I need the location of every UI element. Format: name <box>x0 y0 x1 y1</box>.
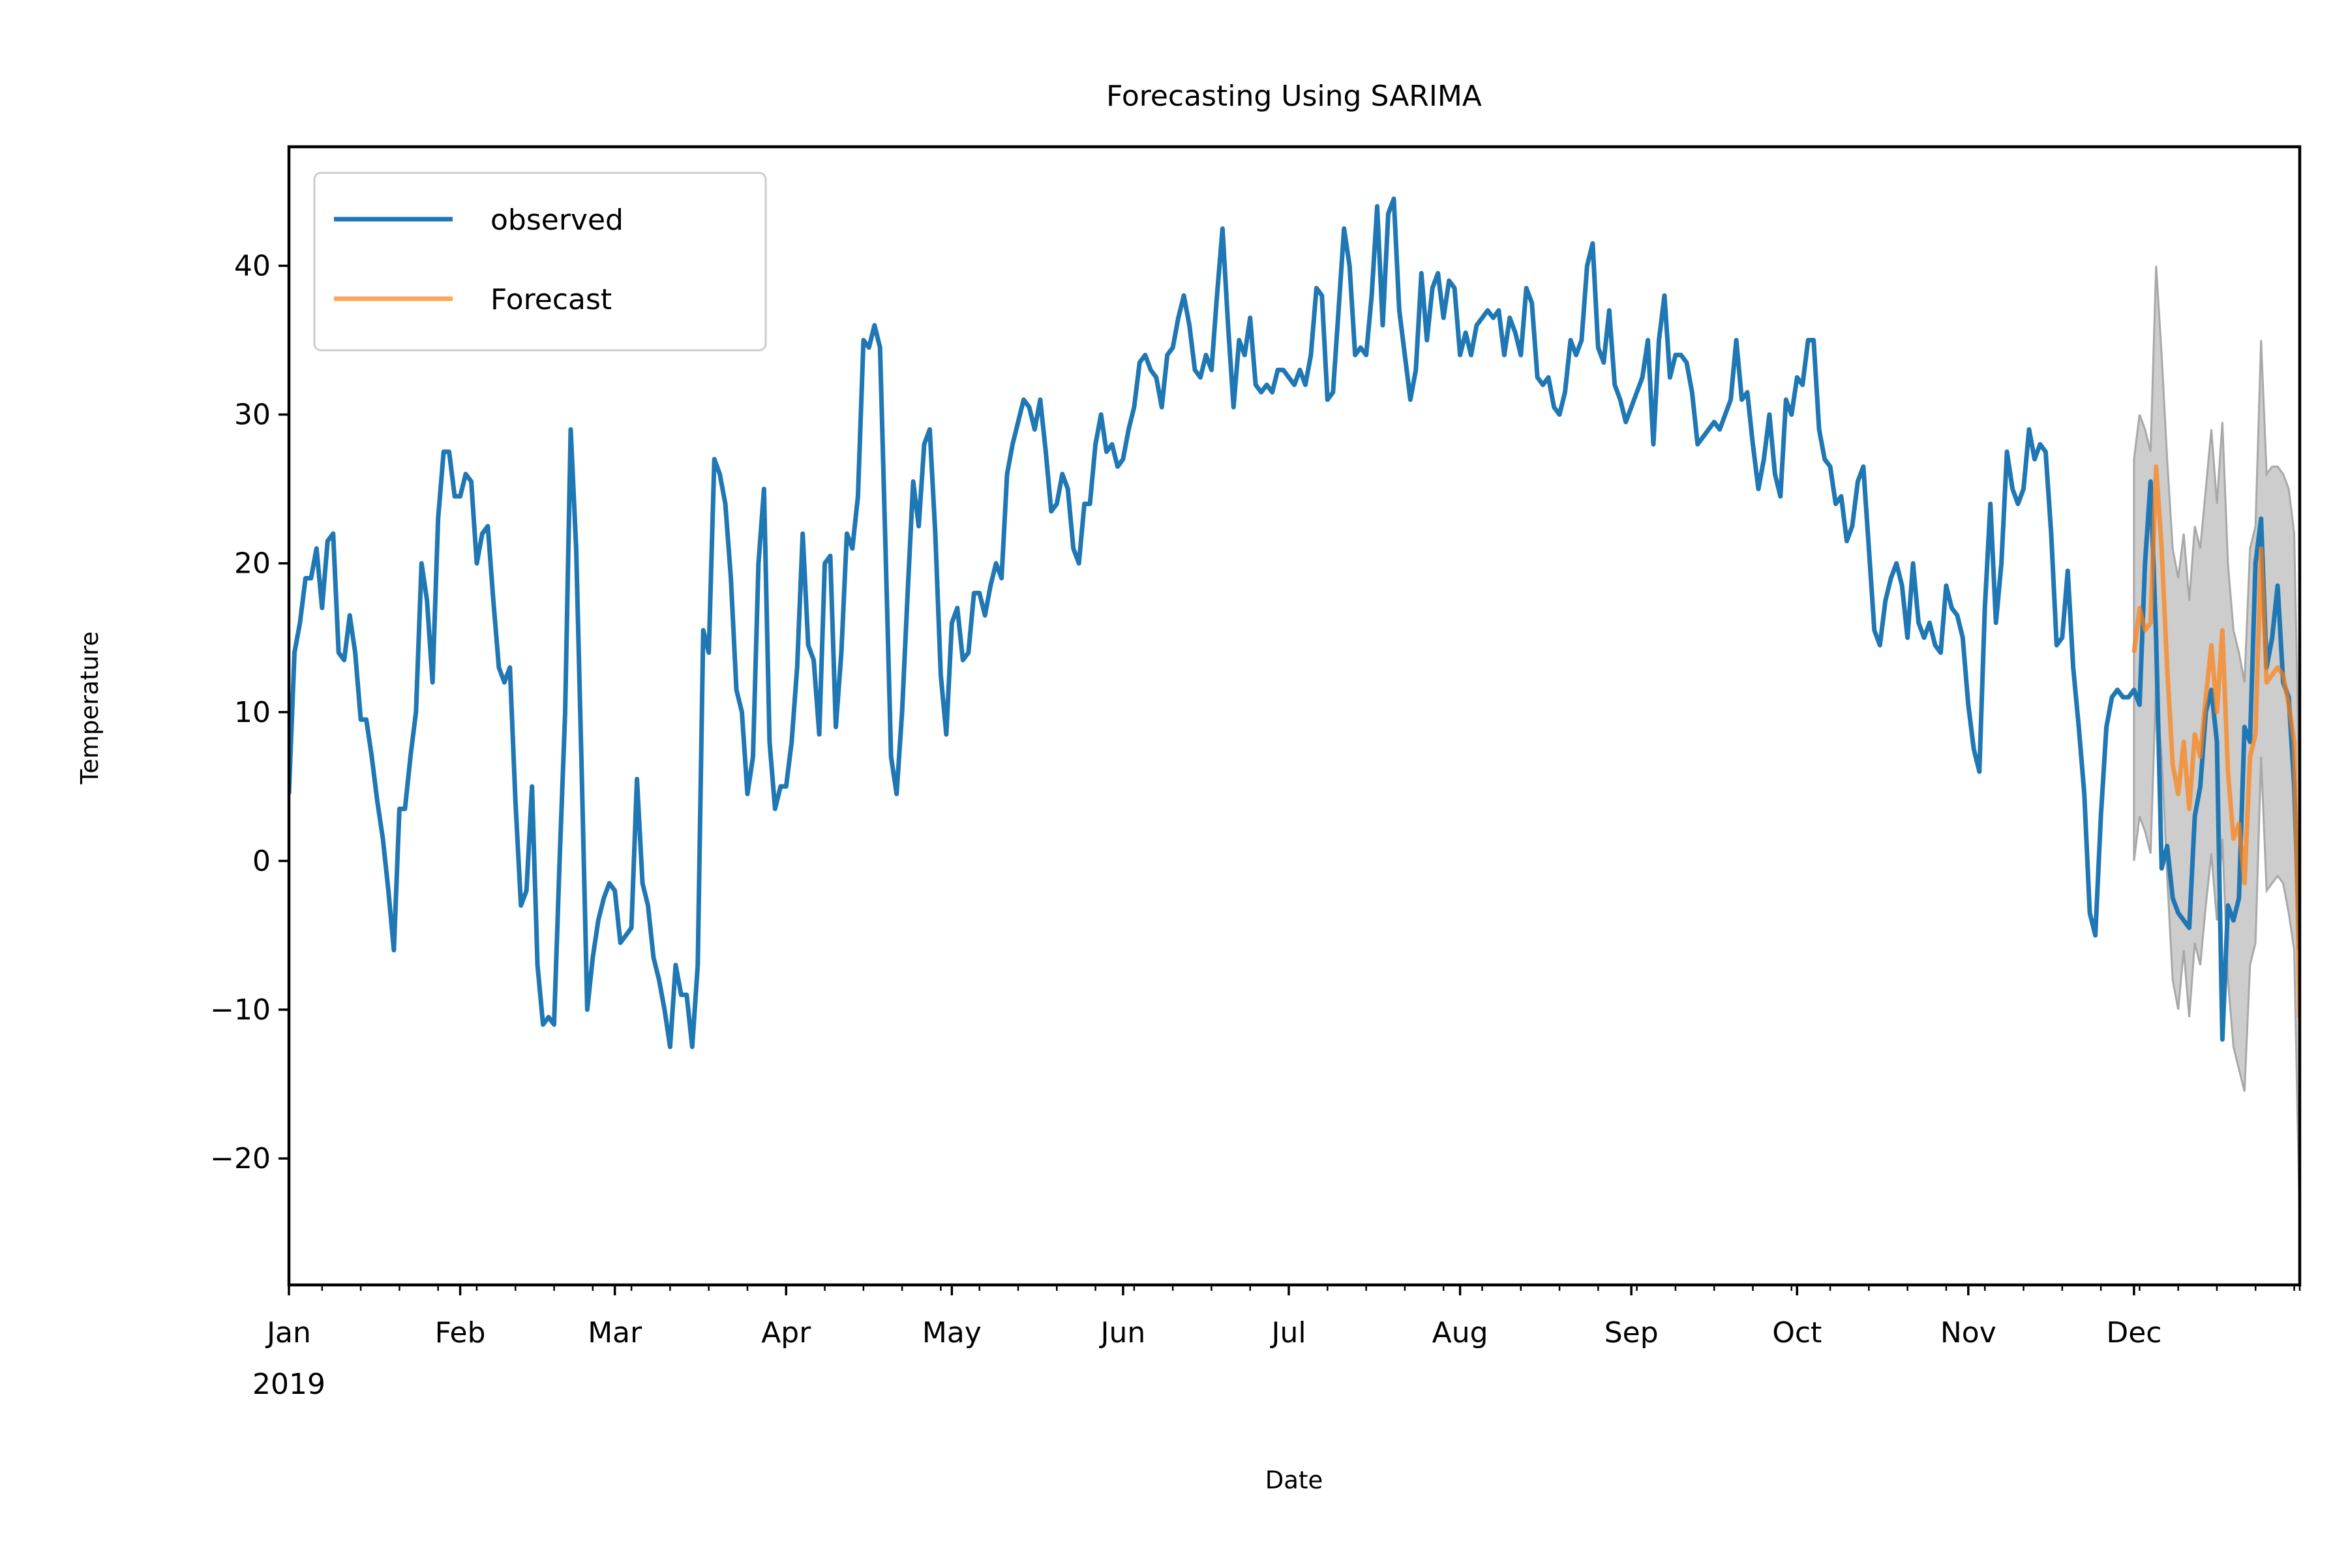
x-tick-label: Mar <box>588 1316 642 1349</box>
y-tick-label: 20 <box>234 547 271 580</box>
legend-item-observed: observed <box>334 204 624 237</box>
observed-line <box>289 196 2300 1049</box>
legend-box <box>313 172 767 352</box>
x-tick-label: Jan <box>265 1316 311 1349</box>
x-axis-label: Date <box>1265 1466 1323 1494</box>
y-tick-label: 10 <box>234 696 271 729</box>
legend-label: observed <box>490 204 624 237</box>
x-tick-label: Jun <box>1099 1316 1146 1349</box>
legend-label: Forecast <box>490 283 612 316</box>
x-tick-label: Jul <box>1269 1316 1306 1349</box>
x-tick-label: Aug <box>1432 1316 1488 1349</box>
chart-title: Forecasting Using SARIMA <box>1106 80 1482 113</box>
plot-area <box>289 196 2300 1226</box>
y-tick-label: −20 <box>210 1142 271 1175</box>
x-tick-label: Oct <box>1772 1316 1822 1349</box>
y-axis-label: Temperature <box>76 631 104 785</box>
y-tick-label: 30 <box>234 399 271 432</box>
x-tick-label: Feb <box>435 1316 486 1349</box>
legend-item-forecast: Forecast <box>334 283 612 316</box>
x-tick-label: Dec <box>2106 1316 2161 1349</box>
x-tick-label: Sep <box>1604 1316 1659 1349</box>
legend: observed Forecast <box>313 172 767 352</box>
x-tick-label: Apr <box>761 1316 811 1349</box>
x-tick-sublabel: 2019 <box>252 1368 325 1401</box>
y-axis: −20 −10 0 10 20 30 40 <box>210 249 289 1175</box>
axes-frame <box>287 145 2302 1287</box>
x-tick-label: Nov <box>1940 1316 1996 1349</box>
y-tick-label: −10 <box>210 993 271 1027</box>
y-tick-label: 0 <box>252 845 271 878</box>
forecast-line <box>2131 464 2300 1018</box>
plot-content <box>289 196 2300 1226</box>
x-axis: Jan 2019 Feb Mar Apr May Jun Jul Aug Sep Oct Nov Dec <box>252 1285 2301 1401</box>
x-tick-label: May <box>922 1316 982 1349</box>
y-tick-label: 40 <box>234 249 271 282</box>
